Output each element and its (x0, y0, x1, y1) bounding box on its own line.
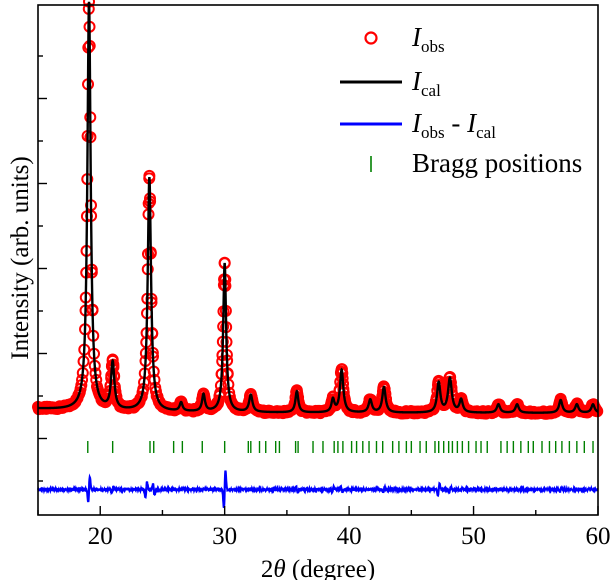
legend-label-obs: Iobs (411, 22, 445, 56)
x-tick-label: 30 (212, 523, 237, 550)
x-tick-label: 60 (586, 523, 611, 550)
legend-item-diff: Iobs - Ical (340, 108, 496, 142)
x-tick-label: 50 (461, 523, 486, 550)
x-axis-label-symbol: θ (273, 556, 285, 580)
axes-group: 20 30 40 50 60 (37, 4, 611, 550)
legend-item-cal: Ical (340, 66, 441, 100)
legend-item-bragg: Bragg positions (370, 148, 582, 178)
cal-series-group (38, 1, 599, 414)
x-axis-label: 2θ (degree) (261, 556, 375, 580)
x-tick-label: 20 (88, 523, 113, 550)
obs-series-group (32, 0, 604, 420)
series-line-cal (38, 1, 599, 414)
plot-frame (37, 4, 599, 516)
series-line-diff (36, 470, 599, 508)
x-axis-label-prefix: 2 (261, 556, 274, 580)
y-axis-label: Intensity (arb. units) (7, 156, 34, 359)
legend: Iobs Ical Iobs - Ical Bragg positions (340, 22, 582, 178)
x-tick-label: 40 (337, 523, 362, 550)
legend-item-obs: Iobs (364, 22, 445, 56)
diff-series-group (36, 470, 599, 508)
x-axis-label-suffix: (degree) (286, 556, 376, 580)
legend-marker-obs (364, 31, 378, 45)
legend-label-cal: Ical (411, 66, 441, 100)
legend-label-diff: Iobs - Ical (411, 108, 496, 142)
bragg-ticks-group (87, 441, 594, 453)
legend-label-bragg: Bragg positions (412, 148, 582, 178)
